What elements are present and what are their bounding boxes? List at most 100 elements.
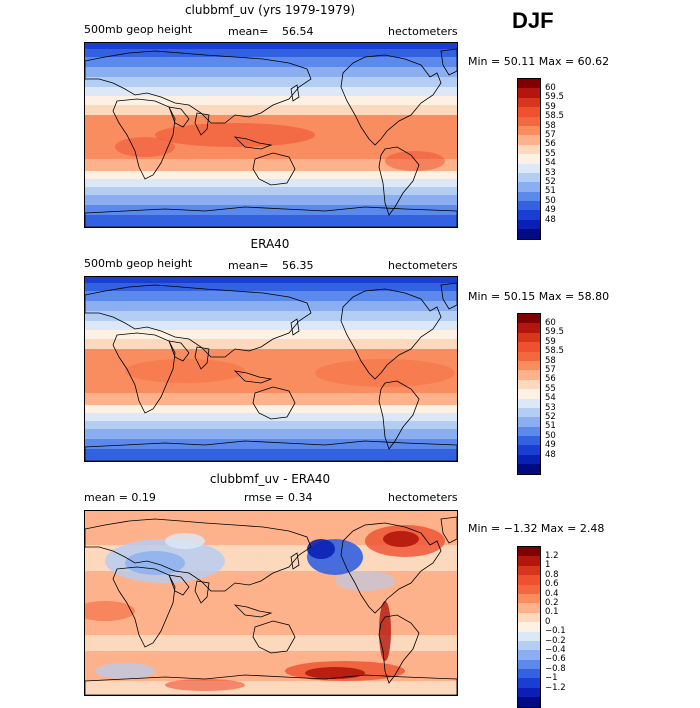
- colorbar-swatch: [518, 556, 540, 566]
- colorbar-swatch: [518, 436, 540, 446]
- field-band: [85, 449, 457, 461]
- field-band: [85, 283, 457, 291]
- colorbar-tick-label: 59.5: [545, 327, 564, 338]
- coastline: [290, 84, 300, 102]
- colorbar-tick-label: 56: [545, 139, 556, 150]
- field-band: [85, 57, 457, 67]
- coastline: [194, 112, 210, 136]
- colorbar-swatch: [518, 407, 540, 418]
- colorbar-swatch: [518, 379, 540, 390]
- colorbar-tick-label: −0.6: [545, 654, 566, 665]
- colorbar-swatch: [518, 182, 540, 192]
- field-band: [85, 67, 457, 77]
- panel1-minmax: Min = 50.11 Max = 60.62: [468, 55, 610, 68]
- colorbar-tick-label: 55: [545, 148, 556, 159]
- field-band: [85, 277, 457, 283]
- panel3-map: [84, 510, 458, 696]
- panel3-minmax: Min = −1.32 Max = 2.48: [468, 522, 605, 535]
- field-band: [85, 291, 457, 301]
- field-band: [85, 339, 457, 349]
- colorbar-swatch: [518, 454, 540, 465]
- anomaly-region: [165, 679, 245, 691]
- colorbar-tick-label: 57: [545, 129, 556, 140]
- panel2-mean-value: 56.35: [282, 259, 314, 272]
- coastline: [290, 552, 300, 570]
- colorbar-swatch: [518, 445, 540, 455]
- coastline: [378, 614, 420, 684]
- coastline: [168, 106, 190, 128]
- colorbar-tick-label: 1: [545, 560, 551, 571]
- colorbar-tick-label: 59: [545, 336, 556, 347]
- colorbar-tick-label: 49: [545, 205, 556, 216]
- panel3-title: clubbmf_uv - ERA40: [209, 472, 331, 486]
- field-band: [85, 215, 457, 227]
- colorbar-tick-label: 0.6: [545, 579, 559, 590]
- colorbar-tick-label: 1.2: [545, 550, 559, 561]
- colorbar-swatch: [518, 687, 540, 698]
- anomaly-region: [305, 667, 365, 679]
- colorbar-swatch: [518, 79, 540, 89]
- coastline: [112, 98, 176, 180]
- colorbar-tick-label: 49: [545, 440, 556, 451]
- panel1-mean-label: mean=: [228, 25, 269, 38]
- colorbar-swatch: [518, 678, 540, 688]
- colorbar-swatch: [518, 191, 540, 202]
- colorbar-swatch: [518, 314, 540, 324]
- colorbar-tick-label: 50: [545, 430, 556, 441]
- coastline: [440, 516, 457, 544]
- colorbar-tick-label: 51: [545, 421, 556, 432]
- colorbar-tick-label: 53: [545, 167, 556, 178]
- field-band: [85, 179, 457, 187]
- panel1-units: hectometers: [388, 25, 458, 38]
- anomaly-region: [85, 601, 135, 621]
- field-band: [85, 87, 457, 96]
- colorbar-swatch: [518, 332, 540, 343]
- colorbar-swatch: [518, 547, 540, 557]
- field-band: [85, 393, 457, 405]
- coastline: [252, 386, 296, 420]
- coastline: [378, 146, 420, 216]
- colorbar-tick-label: −0.8: [545, 663, 566, 674]
- colorbar-swatch: [518, 342, 540, 352]
- colorbar-tick-label: 59.5: [545, 92, 564, 103]
- anomaly-region: [315, 359, 455, 387]
- colorbar-tick-label: 53: [545, 402, 556, 413]
- coastline: [233, 136, 273, 150]
- anomaly-region: [125, 359, 245, 383]
- colorbar-swatch: [518, 172, 540, 183]
- colorbar-swatch: [518, 88, 540, 98]
- panel1-map: [84, 42, 458, 228]
- field-band: [85, 413, 457, 421]
- coastline: [85, 284, 312, 358]
- colorbar-tick-label: 52: [545, 176, 556, 187]
- colorbar-tick-label: 58.5: [545, 111, 564, 122]
- coastline: [85, 206, 457, 227]
- field-band: [85, 429, 457, 439]
- colorbar-swatch: [518, 603, 540, 613]
- colorbar-tick-label: 52: [545, 411, 556, 422]
- field-band: [85, 159, 457, 171]
- colorbar-tick-label: 57: [545, 364, 556, 375]
- colorbar-swatch: [518, 163, 540, 173]
- anomaly-region: [155, 123, 315, 147]
- panel2-mean-label: mean=: [228, 259, 269, 272]
- coastline: [112, 566, 176, 648]
- coastline: [252, 152, 296, 186]
- colorbar-swatch: [518, 323, 540, 333]
- colorbar-swatch: [518, 389, 540, 399]
- colorbar-swatch: [518, 210, 540, 220]
- colorbar-swatch: [518, 659, 540, 670]
- colorbar-tick-label: 59: [545, 101, 556, 112]
- field-band: [85, 187, 457, 195]
- colorbar-tick-label: 48: [545, 449, 556, 460]
- colorbar-swatch: [518, 584, 540, 594]
- field-band: [85, 195, 457, 205]
- coastline: [340, 288, 442, 380]
- panel3-rmse-label: rmse =: [244, 491, 285, 504]
- field-band: [85, 301, 457, 311]
- colorbar-swatch: [518, 125, 540, 136]
- panel2-minmax: Min = 50.15 Max = 58.80: [468, 290, 610, 303]
- colorbar-tick-label: −0.1: [545, 626, 566, 637]
- anomaly-region: [95, 663, 155, 679]
- field-band: [85, 421, 457, 429]
